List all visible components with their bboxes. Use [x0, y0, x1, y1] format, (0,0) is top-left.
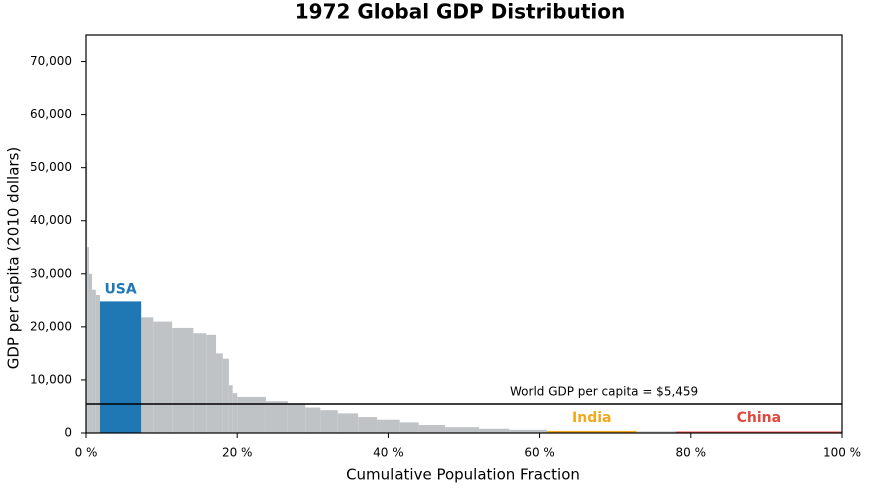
highlight-bar — [675, 431, 842, 433]
highlight-label: India — [572, 410, 611, 426]
x-axis-label: Cumulative Population Fraction — [346, 466, 580, 484]
bar — [222, 358, 229, 433]
x-tick-label: 60 % — [524, 446, 555, 460]
bar — [228, 385, 233, 433]
bar — [399, 422, 419, 433]
bar — [216, 353, 223, 433]
bar — [636, 431, 676, 433]
x-tick-label: 20 % — [222, 446, 253, 460]
bar — [418, 425, 446, 433]
y-tick-label: 30,000 — [30, 266, 72, 280]
bar — [95, 295, 100, 433]
highlight-label: USA — [104, 281, 136, 297]
highlight-bar — [99, 301, 142, 433]
plot-frame — [85, 34, 843, 434]
y-tick-label: 40,000 — [30, 213, 72, 227]
bar — [358, 417, 378, 433]
bar — [153, 321, 173, 433]
bar — [320, 410, 338, 433]
highlight-bar — [547, 430, 637, 433]
x-tick-label: 80 % — [676, 446, 707, 460]
x-tick-label: 100 % — [823, 446, 861, 460]
y-tick-label: 50,000 — [30, 160, 72, 174]
bar — [265, 401, 288, 433]
y-tick-label: 60,000 — [30, 107, 72, 121]
bar — [237, 396, 266, 433]
y-axis-label: GDP per capita (2010 dollars) — [5, 147, 23, 370]
chart-title: 1972 Global GDP Distribution — [295, 0, 626, 24]
bar — [89, 273, 93, 433]
highlight-label: China — [737, 410, 781, 426]
x-tick-label: 40 % — [373, 446, 404, 460]
bar — [287, 403, 306, 433]
bar — [377, 419, 400, 433]
bar — [87, 247, 90, 433]
y-tick-label: 20,000 — [30, 319, 72, 333]
bar — [193, 333, 207, 433]
reference-label: World GDP per capita = $5,459 — [510, 385, 698, 399]
bar — [509, 429, 548, 433]
bar — [479, 428, 510, 433]
bar — [305, 407, 321, 433]
x-tick-label: 0 % — [75, 446, 98, 460]
bar — [172, 327, 194, 433]
bar — [445, 427, 480, 433]
bar — [232, 393, 238, 433]
bar — [206, 334, 217, 433]
bar — [337, 413, 359, 433]
bar — [92, 289, 96, 433]
y-tick-label: 70,000 — [30, 54, 72, 68]
bar — [141, 317, 154, 433]
y-tick-label: 10,000 — [30, 372, 72, 386]
y-tick-label: 0 — [64, 426, 72, 440]
